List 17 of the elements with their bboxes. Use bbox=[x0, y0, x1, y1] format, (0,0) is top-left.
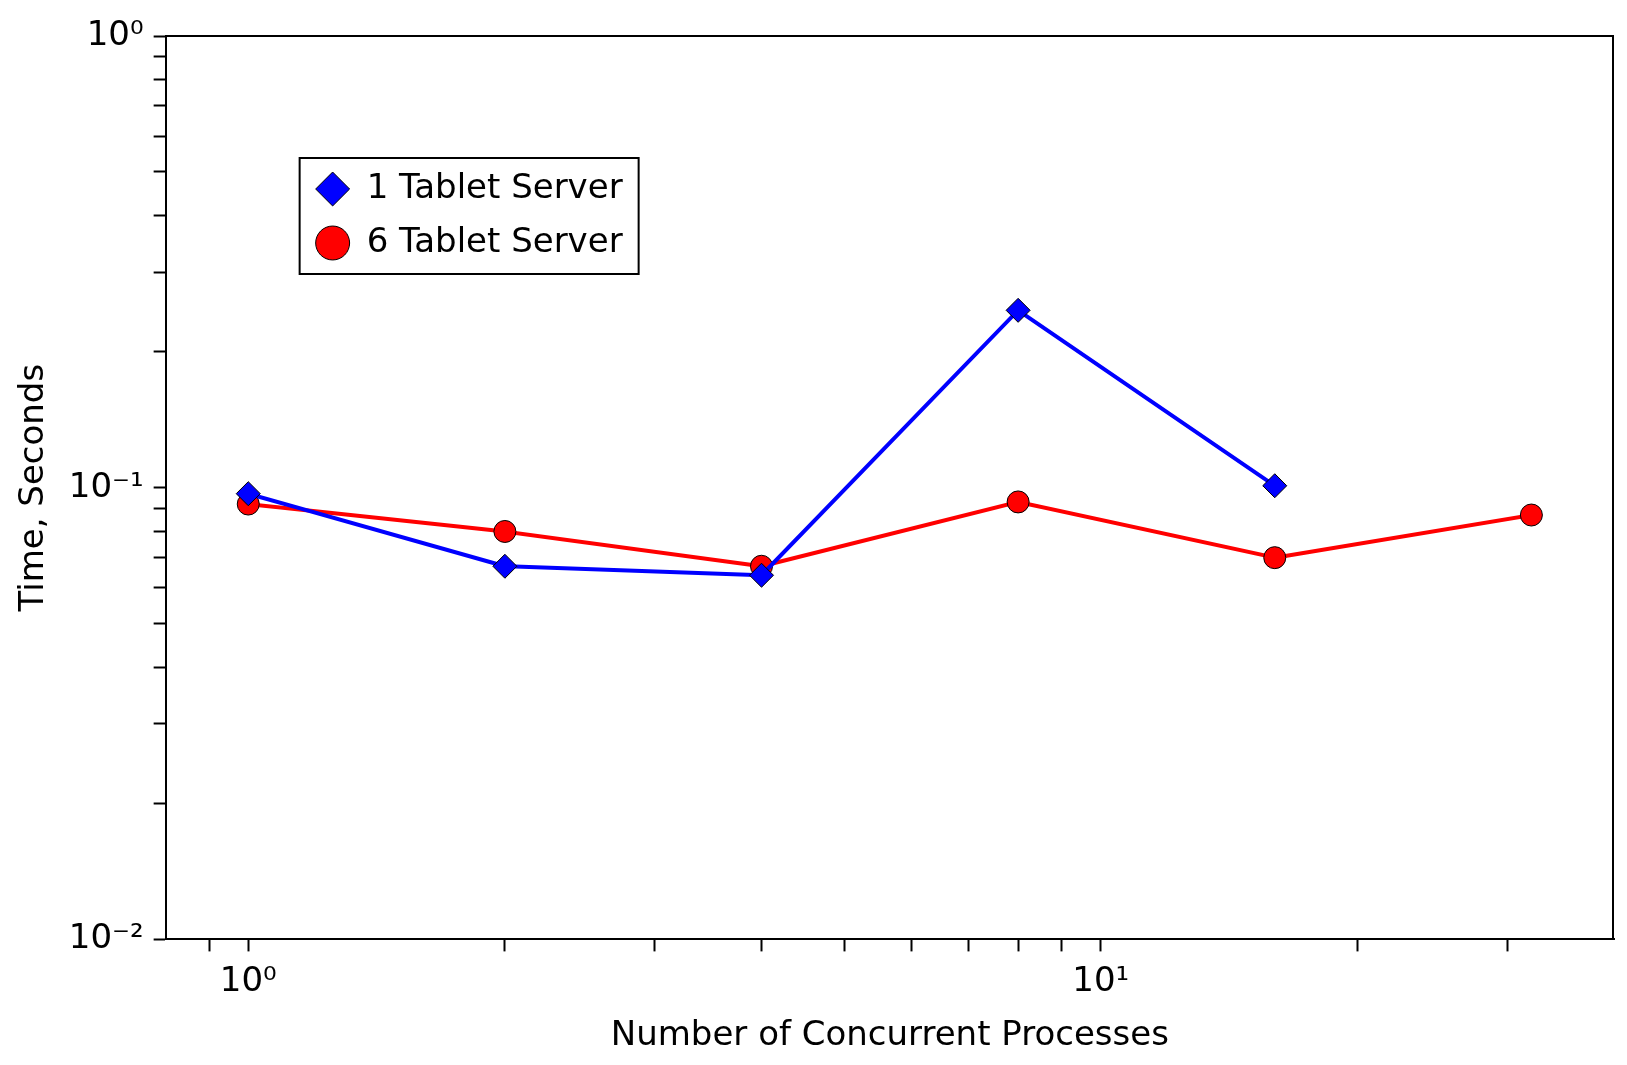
y-tick-label: 10⁻¹ bbox=[68, 464, 144, 505]
point bbox=[1005, 297, 1031, 323]
point bbox=[493, 519, 517, 543]
legend-label: 6 Tablet Server bbox=[366, 219, 623, 260]
y-tick-label: 10⁻² bbox=[68, 916, 144, 957]
point bbox=[235, 481, 261, 507]
legend-label: 1 Tablet Server bbox=[366, 165, 623, 206]
point bbox=[1519, 503, 1543, 527]
point bbox=[749, 562, 775, 588]
point bbox=[1006, 490, 1030, 514]
point bbox=[492, 553, 518, 579]
y-axis-title: Time, Seconds bbox=[11, 363, 52, 613]
point bbox=[1263, 546, 1287, 570]
x-axis-title: Number of Concurrent Processes bbox=[610, 1013, 1169, 1054]
x-tick-label: 10¹ bbox=[1072, 958, 1130, 999]
point bbox=[1262, 473, 1288, 499]
y-tick-label: 10⁰ bbox=[86, 12, 144, 53]
